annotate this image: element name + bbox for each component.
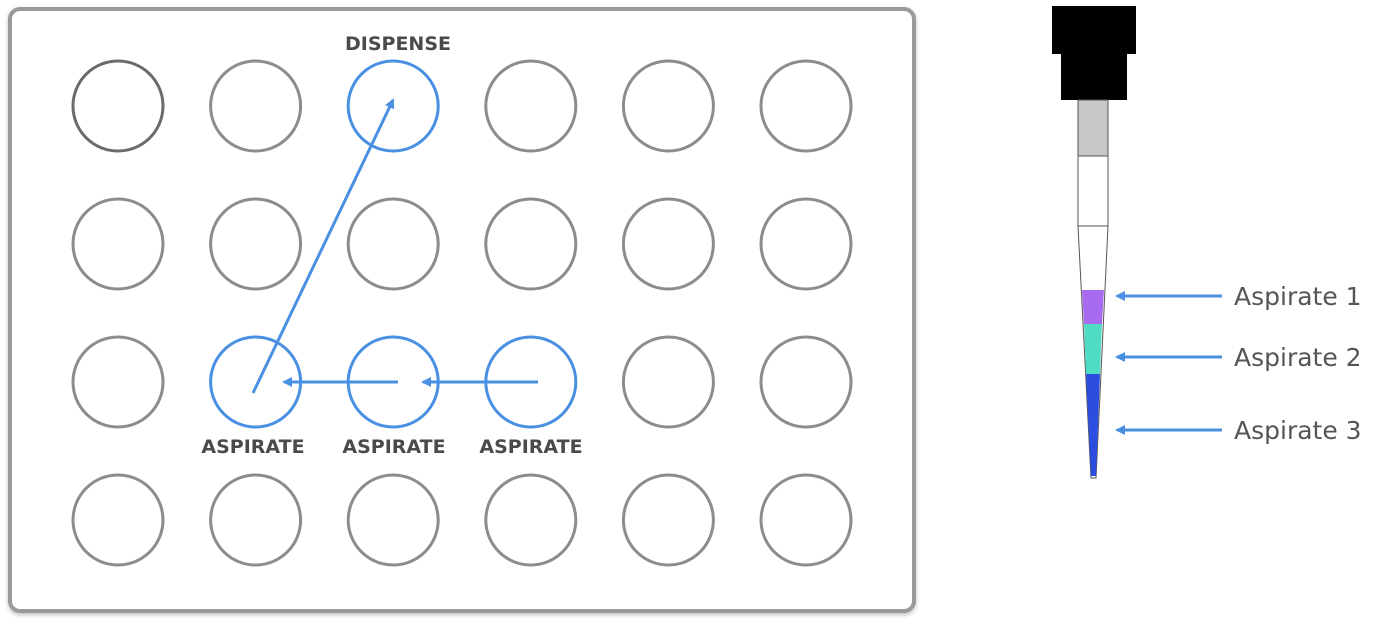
- well-r2-c6: [759, 197, 853, 291]
- well-r1-c1: [71, 59, 165, 153]
- well-r1-c4: [484, 59, 578, 153]
- aspirate-3-label: Aspirate 3: [1234, 416, 1362, 445]
- well-r3-c6: [759, 335, 853, 429]
- transfer-arrows: [251, 98, 538, 394]
- plate-frame: [8, 7, 916, 613]
- well-r4-c6: [759, 473, 853, 567]
- pipette-head: [1052, 6, 1136, 54]
- well-r2-c5: [621, 197, 715, 291]
- aspirate-2-label: Aspirate 2: [1234, 343, 1362, 372]
- well-r4-c2: [209, 473, 303, 567]
- liquid-band-aspirate-1: [1082, 290, 1104, 324]
- aspirate-label-3: ASPIRATE: [479, 436, 582, 458]
- well-r4-c1: [71, 473, 165, 567]
- well-r2-c3: [346, 197, 440, 291]
- well-r1-c6: [759, 59, 853, 153]
- aspirate-label-2: ASPIRATE: [342, 436, 445, 458]
- dispense-label: DISPENSE: [345, 33, 451, 55]
- well-r3-c1: [71, 335, 165, 429]
- arrow-to-dispense: [251, 98, 395, 394]
- well-r1-c2: [209, 59, 303, 153]
- well-r4-c3: [346, 473, 440, 567]
- well-r4-c4: [484, 473, 578, 567]
- pipette-neck: [1061, 54, 1127, 100]
- liquid-band-aspirate-3: [1086, 374, 1100, 476]
- pipette-collar: [1077, 99, 1109, 157]
- pipette-barrel: [1077, 155, 1109, 227]
- wells-grid: [71, 59, 853, 567]
- aspirate-1-label: Aspirate 1: [1234, 282, 1362, 311]
- well-r1-c5: [621, 59, 715, 153]
- well-r2-c1: [71, 197, 165, 291]
- aspirate-label-1: ASPIRATE: [201, 436, 304, 458]
- well-r3-c5: [621, 335, 715, 429]
- well-r2-c2: [209, 197, 303, 291]
- pipette: [1052, 6, 1136, 479]
- well-r2-c4: [484, 197, 578, 291]
- well-r1-c3: [346, 59, 440, 153]
- liquid-band-aspirate-2: [1084, 324, 1102, 374]
- well-plate: DISPENSE ASPIRATE ASPIRATE ASPIRATE: [8, 7, 916, 613]
- well-r4-c5: [621, 473, 715, 567]
- pipette-labels: Aspirate 1 Aspirate 2 Aspirate 3: [1115, 282, 1362, 445]
